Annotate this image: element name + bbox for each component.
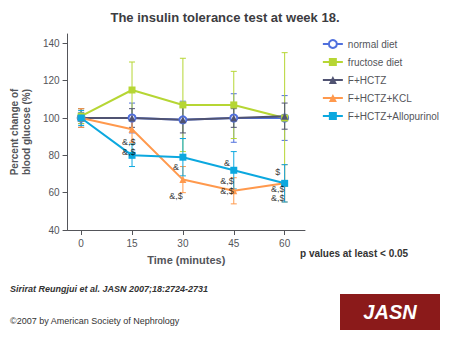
svg-text:fructose diet: fructose diet <box>348 57 403 68</box>
svg-text:F+HCTZ+KCL: F+HCTZ+KCL <box>348 93 412 104</box>
svg-text:F+HCTZ+Allopurinol: F+HCTZ+Allopurinol <box>348 111 439 122</box>
svg-text:$: $ <box>275 167 280 177</box>
svg-text:JASN: JASN <box>363 301 417 323</box>
svg-text:Sirirat Reungjui et al. JASN 2: Sirirat Reungjui et al. JASN 2007;18:272… <box>10 284 208 294</box>
svg-text:&,$: &,$ <box>122 147 136 157</box>
svg-text:0: 0 <box>78 238 84 249</box>
svg-text:60: 60 <box>48 187 60 198</box>
svg-text:40: 40 <box>48 225 60 236</box>
svg-text:blood glucose (%): blood glucose (%) <box>21 89 32 175</box>
svg-text:The insulin tolerance test at: The insulin tolerance test at week 18. <box>110 10 339 25</box>
svg-text:&,$: &,$ <box>169 191 183 201</box>
svg-text:30: 30 <box>177 238 189 249</box>
svg-text:Time (minutes): Time (minutes) <box>147 254 225 266</box>
svg-text:140: 140 <box>43 38 60 49</box>
svg-text:normal diet: normal diet <box>348 39 398 50</box>
svg-text:©2007 by American Society of N: ©2007 by American Society of Nephrology <box>10 316 180 326</box>
svg-text:&,$: &,$ <box>271 193 285 203</box>
svg-text:Percent change of: Percent change of <box>9 88 20 175</box>
svg-text:p values at least < 0.05: p values at least < 0.05 <box>300 248 409 259</box>
svg-text:&,$: &,$ <box>220 186 234 196</box>
svg-text:60: 60 <box>279 238 291 249</box>
svg-text:&: & <box>224 158 230 168</box>
svg-text:100: 100 <box>43 113 60 124</box>
svg-text:15: 15 <box>126 238 138 249</box>
svg-text:&: & <box>173 162 179 172</box>
svg-text:F+HCTZ: F+HCTZ <box>348 75 387 86</box>
svg-text:45: 45 <box>228 238 240 249</box>
svg-text:80: 80 <box>48 150 60 161</box>
svg-text:120: 120 <box>43 75 60 86</box>
